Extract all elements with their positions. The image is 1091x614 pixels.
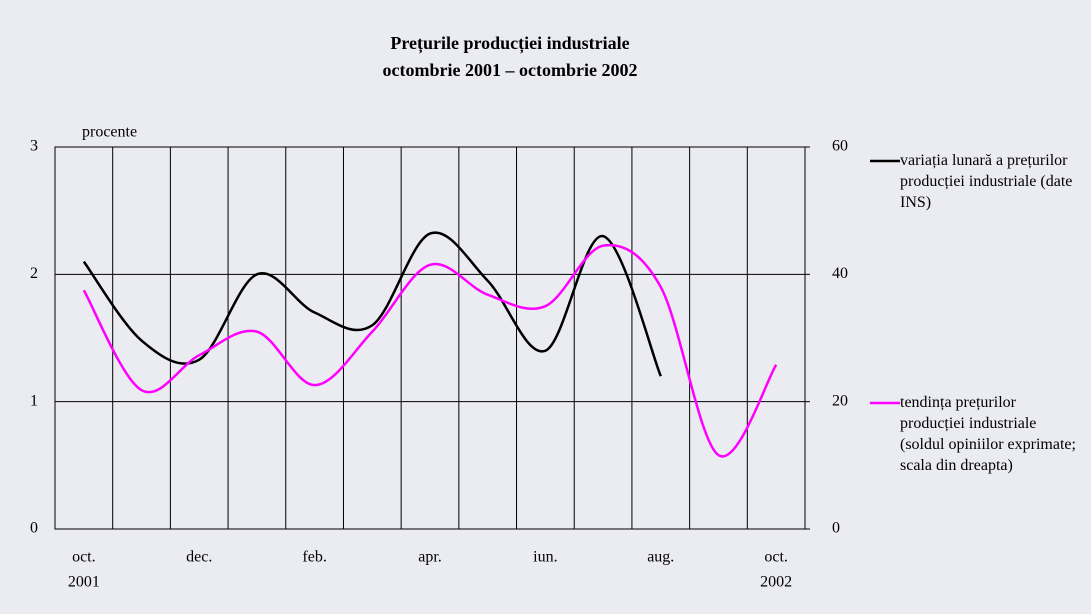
chart-title: Prețurile producției industriale [390, 33, 629, 54]
y2-tick-label: 20 [832, 392, 848, 409]
y-tick-label: 3 [30, 138, 38, 155]
y2-tick-label: 40 [832, 265, 848, 282]
x-tick-label: aug. [647, 549, 674, 566]
x-tick-label: dec. [186, 549, 212, 566]
y-tick-label: 1 [30, 392, 38, 409]
y-tick-label: 2 [30, 265, 38, 282]
legend-label: tendința prețurilor producției industria… [900, 394, 1076, 474]
y-tick-label: 0 [30, 520, 38, 537]
x-year-label: 2002 [760, 574, 792, 591]
chart-subtitle: octombrie 2001 – octombrie 2002 [383, 60, 638, 80]
legend-label: variația lunară a prețurilor producției … [900, 152, 1073, 211]
x-tick-label: feb. [302, 549, 326, 566]
plot-frame [54, 146, 806, 530]
y2-tick-label: 0 [832, 520, 840, 537]
x-tick-label: apr. [418, 549, 442, 566]
y-axis-label: procente [82, 124, 137, 141]
series-line [82, 231, 662, 377]
x-tick-label: iun. [533, 549, 557, 566]
x-year-label: 2001 [68, 574, 100, 591]
series-line [82, 243, 778, 458]
y2-tick-label: 60 [832, 138, 848, 155]
x-tick-label: oct. [72, 549, 96, 566]
x-tick-label: oct. [764, 549, 788, 566]
